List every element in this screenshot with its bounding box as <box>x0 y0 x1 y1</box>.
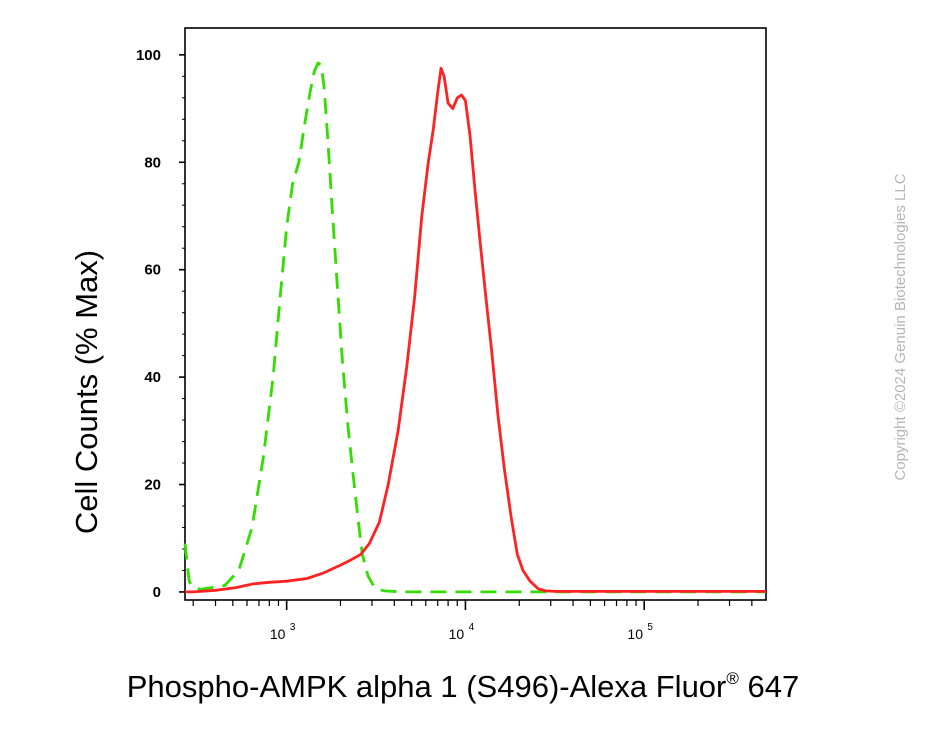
x-axis-label-suffix: 647 <box>739 669 799 704</box>
y-tick-label: 40 <box>144 369 161 386</box>
x-tick-exponent: 3 <box>290 622 296 633</box>
plot-frame <box>184 27 767 601</box>
y-tick-label: 60 <box>144 262 161 279</box>
isotype-control-curve <box>183 61 766 594</box>
y-tick-label: 80 <box>144 154 161 171</box>
sample-curve <box>185 66 766 594</box>
y-axis-label: Cell Counts (% Max) <box>69 250 104 534</box>
x-tick-exponent: 4 <box>469 622 475 633</box>
x-tick-label: 10 <box>449 626 465 642</box>
x-axis-ticks: 10 3 10 4 10 5 <box>192 600 753 642</box>
y-tick-label: 20 <box>144 477 161 494</box>
copyright-notice: Copyright ©2024 Genuin Biotechnologies L… <box>892 173 909 480</box>
x-axis-label: Phospho-AMPK alpha 1 (S496)-Alexa Fluor®… <box>127 669 800 704</box>
x-axis-label-registered-mark: ® <box>726 669 739 688</box>
series-layer <box>183 61 766 594</box>
y-axis-ticks: 0 20 40 60 80 100 <box>136 47 185 601</box>
y-tick-label: 0 <box>153 584 161 601</box>
x-tick-label: 10 <box>627 626 643 642</box>
x-tick-exponent: 5 <box>647 622 653 633</box>
x-axis-label-main: Phospho-AMPK alpha 1 (S496)-Alexa Fluor <box>127 669 727 704</box>
y-tick-label: 100 <box>136 47 161 64</box>
x-tick-label: 10 <box>270 626 286 642</box>
